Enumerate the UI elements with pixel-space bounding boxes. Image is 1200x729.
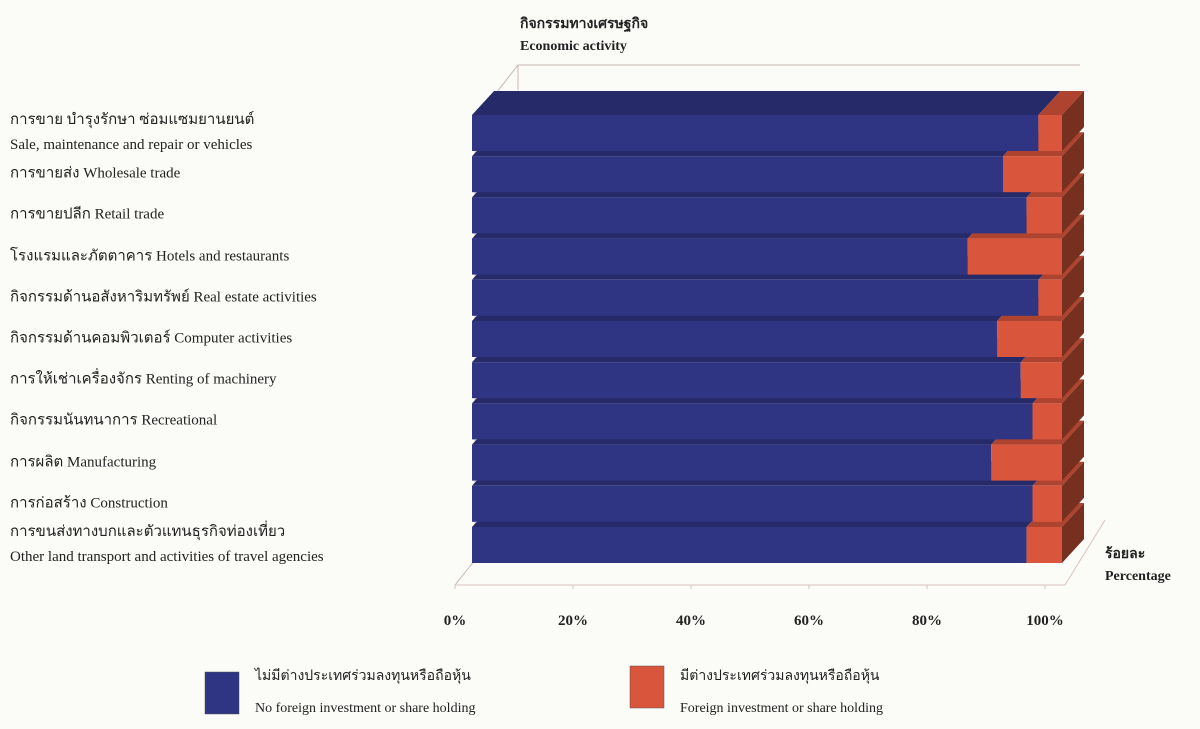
- bar: [1038, 279, 1062, 316]
- bar: [991, 444, 1062, 481]
- legend-label: มีต่างประเทศร่วมลงทุนหรือถือหุ้น Foreign…: [680, 669, 883, 716]
- x-tick-label: 100%: [1026, 613, 1064, 629]
- x-tick-label: 80%: [912, 613, 942, 629]
- bar: [472, 156, 1003, 193]
- bar-side: [1062, 338, 1084, 399]
- bar: [1026, 527, 1062, 563]
- x-tick-label: 60%: [794, 613, 824, 629]
- x-tick-label: 20%: [558, 613, 588, 629]
- bar: [967, 238, 1062, 275]
- bar: [472, 115, 1039, 151]
- bar-side: [1062, 503, 1084, 563]
- bar-top: [1038, 91, 1084, 115]
- category-label: การขาย บำรุงรักษา ซ่อมแซมยานยนต์ Sale, m…: [10, 112, 255, 153]
- bar: [472, 362, 1021, 399]
- category-label: การผลิต Manufacturing: [10, 454, 157, 471]
- category-label: การให้เช่าเครื่องจักร Renting of machine…: [10, 371, 277, 388]
- bar: [1038, 115, 1062, 151]
- legend-label: ไม่มีต่างประเทศร่วมลงทุนหรือถือหุ้น No f…: [255, 669, 476, 716]
- bar-side: [1062, 379, 1084, 440]
- category-label: กิจกรรมด้านอสังหาริมทรัพย์ Real estate a…: [10, 289, 317, 306]
- legend-swatch: [204, 671, 240, 715]
- bar: [472, 444, 992, 481]
- bar-side: [1062, 297, 1084, 357]
- bar: [997, 321, 1062, 357]
- category-label: กิจกรรมนันทนาการ Recreational: [10, 412, 218, 429]
- bar: [1020, 362, 1062, 399]
- bar: [1032, 403, 1062, 440]
- category-label: โรงแรมและภัตตาคาร Hotels and restaurants: [10, 248, 290, 265]
- x-tick-label: 40%: [676, 613, 706, 629]
- category-label: การขายส่ง Wholesale trade: [10, 165, 181, 182]
- x-tick-label: 0%: [444, 613, 467, 629]
- bar-top: [472, 91, 1061, 115]
- floor: [455, 519, 1106, 586]
- x-axis-title: ร้อยละ Percentage: [1105, 547, 1171, 584]
- bar: [472, 527, 1027, 563]
- category-label: การขายปลีก Retail trade: [10, 206, 165, 223]
- legend-swatch: [629, 665, 665, 709]
- category-label: การขนส่งทางบกและตัวแทนธุรกิจท่องเที่ยว O…: [10, 524, 324, 565]
- bar: [472, 238, 968, 275]
- bar-side: [1062, 461, 1084, 522]
- bar-side: [1062, 132, 1084, 193]
- bar: [472, 197, 1027, 234]
- category-label: กิจกรรมด้านคอมพิวเตอร์ Computer activiti…: [10, 330, 293, 347]
- bar: [1032, 485, 1062, 522]
- y-axis-title: กิจกรรมทางเศรษฐกิจ Economic activity: [520, 17, 649, 54]
- bar: [472, 485, 1033, 522]
- bar: [472, 403, 1033, 440]
- category-label: การก่อสร้าง Construction: [10, 495, 168, 512]
- bar-side: [1062, 173, 1084, 234]
- bar: [1026, 197, 1062, 234]
- bar-side: [1062, 91, 1084, 151]
- bar-side: [1062, 214, 1084, 275]
- bar-side: [1062, 255, 1084, 316]
- bar: [1003, 156, 1062, 193]
- bar-side: [1062, 420, 1084, 481]
- bar: [472, 321, 998, 357]
- bar: [472, 279, 1039, 316]
